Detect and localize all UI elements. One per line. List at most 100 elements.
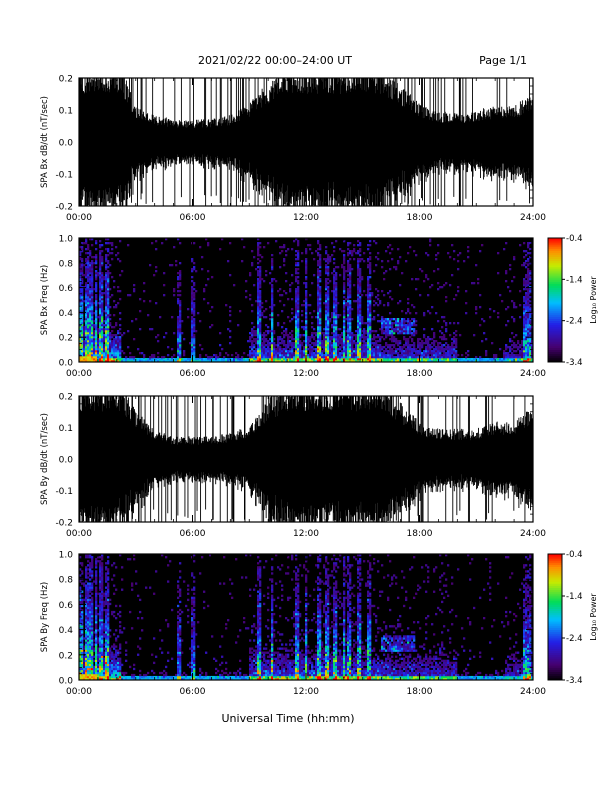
spectrogram-cell	[83, 334, 86, 337]
spectrogram-cell	[403, 352, 406, 355]
spectrogram-cell	[117, 252, 120, 255]
spectrogram-cell	[413, 354, 416, 357]
spectrogram-cell	[325, 252, 328, 255]
spectrogram-cell	[91, 270, 94, 273]
spectrogram-cell	[129, 294, 132, 297]
spectrogram-cell	[193, 360, 196, 363]
spectrogram-cell	[387, 352, 390, 355]
spectrogram-cell	[87, 262, 90, 265]
spectrogram-cell	[85, 625, 88, 628]
spectrogram-cell	[211, 276, 214, 279]
spectrogram-cell	[473, 282, 476, 285]
spectrogram-cell	[79, 328, 82, 331]
spectrogram-cell	[497, 358, 500, 361]
spectrogram-cell	[105, 304, 108, 307]
spectrogram-cell	[111, 340, 114, 343]
spectrogram-cell	[163, 356, 166, 359]
spectrogram-cell	[531, 326, 534, 329]
spectrogram-cell	[265, 330, 268, 333]
spectrogram-cell	[437, 350, 440, 353]
spectrogram-cell	[335, 288, 338, 291]
spectrogram-cell	[163, 284, 166, 287]
spectrogram-cell	[89, 665, 92, 669]
spectrogram-cell	[523, 262, 526, 265]
spectrogram-cell	[109, 324, 112, 327]
spectrogram-cell	[427, 358, 430, 361]
spectrogram-cell	[85, 328, 88, 331]
spectrogram-cell	[527, 352, 530, 355]
spectrogram-cell	[263, 342, 266, 345]
spectrogram-cell	[271, 354, 274, 357]
spectrogram-cell	[357, 298, 360, 301]
spectrogram-cell	[91, 336, 94, 339]
spectrogram-cell	[519, 354, 522, 357]
spectrogram-cell	[427, 350, 430, 353]
spectrogram-cell	[467, 354, 470, 357]
spectrogram-cell	[317, 346, 320, 349]
spectrogram-cell	[441, 350, 444, 353]
spectrogram-cell	[417, 346, 420, 349]
spectrogram-cell	[259, 344, 262, 347]
spectrogram-cell	[143, 282, 146, 285]
spectrogram-cell	[341, 250, 344, 253]
spectrogram-cell	[351, 356, 354, 359]
spectrogram-cell	[221, 358, 224, 361]
spectrogram-cell	[291, 344, 294, 347]
spectrogram-cell	[95, 300, 98, 303]
spectrogram-cell	[317, 304, 320, 307]
spectrogram-cell	[143, 290, 146, 293]
spectrogram-cell	[191, 340, 194, 343]
spectrogram-cell	[97, 649, 100, 652]
spectrogram-cell	[87, 284, 90, 287]
spectrogram-cell	[257, 350, 260, 353]
spectrogram-cell	[339, 358, 342, 361]
spectrogram-cell	[527, 294, 530, 297]
spectrogram-cell	[417, 340, 420, 343]
spectrogram-cell	[291, 274, 294, 277]
spectrogram-cell	[193, 346, 196, 349]
spectrogram-cell	[91, 592, 94, 595]
by-dbdt-panel: -0.2-0.10.00.10.200:00 06:00 12:00 18:00 24:…	[40, 393, 546, 540]
spectrogram-cell	[87, 290, 90, 293]
spectrogram-cell	[115, 254, 118, 257]
spectrogram-cell	[357, 324, 360, 327]
spectrogram-cell	[99, 596, 102, 600]
spectrogram-cell	[295, 262, 298, 265]
spectrogram-cell	[81, 298, 84, 301]
spectrogram-cell	[455, 358, 458, 361]
spectrogram-cell	[529, 272, 532, 275]
spectrogram-cell	[297, 326, 300, 329]
spectrogram-cell	[85, 661, 88, 665]
spectrogram-cell	[529, 358, 532, 361]
spectrogram-cell	[323, 342, 326, 345]
spectrogram-cell	[91, 260, 94, 263]
spectrogram-cell	[275, 240, 278, 243]
spectrogram-cell	[79, 621, 82, 624]
spectrogram-cell	[251, 336, 254, 339]
spectrogram-cell	[89, 671, 92, 675]
spectrogram-cell	[149, 300, 152, 303]
spectrogram-cell	[85, 290, 88, 293]
spectrogram-cell	[107, 242, 110, 245]
spectrogram-cell	[89, 334, 92, 337]
spectrogram-cell	[83, 582, 86, 585]
spectrogram-cell	[119, 336, 122, 339]
spectrogram-cell	[381, 320, 384, 323]
spectrogram-cell	[87, 643, 90, 646]
spectrogram-cell	[191, 336, 194, 339]
spectrogram-cell	[479, 356, 482, 359]
spectrogram-cell	[83, 584, 86, 587]
spectrogram-cell	[517, 342, 520, 345]
spectrogram-cell	[319, 344, 322, 347]
spectrogram-cell	[439, 360, 442, 363]
spectrogram-cell	[365, 322, 368, 325]
spectrogram-cell	[427, 344, 430, 347]
spectrogram-cell	[277, 322, 280, 325]
spectrogram-cell	[507, 358, 510, 361]
spectrogram-cell	[89, 356, 92, 359]
spectrogram-cell	[413, 356, 416, 359]
spectrogram-cell	[85, 272, 88, 275]
spectrogram-cell	[377, 290, 380, 293]
spectrogram-cell	[499, 358, 502, 361]
spectrogram-cell	[305, 266, 308, 269]
